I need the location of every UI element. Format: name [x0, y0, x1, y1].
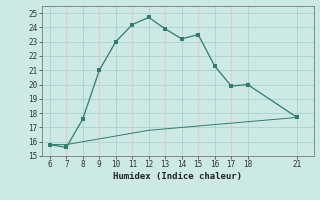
X-axis label: Humidex (Indice chaleur): Humidex (Indice chaleur) — [113, 172, 242, 181]
